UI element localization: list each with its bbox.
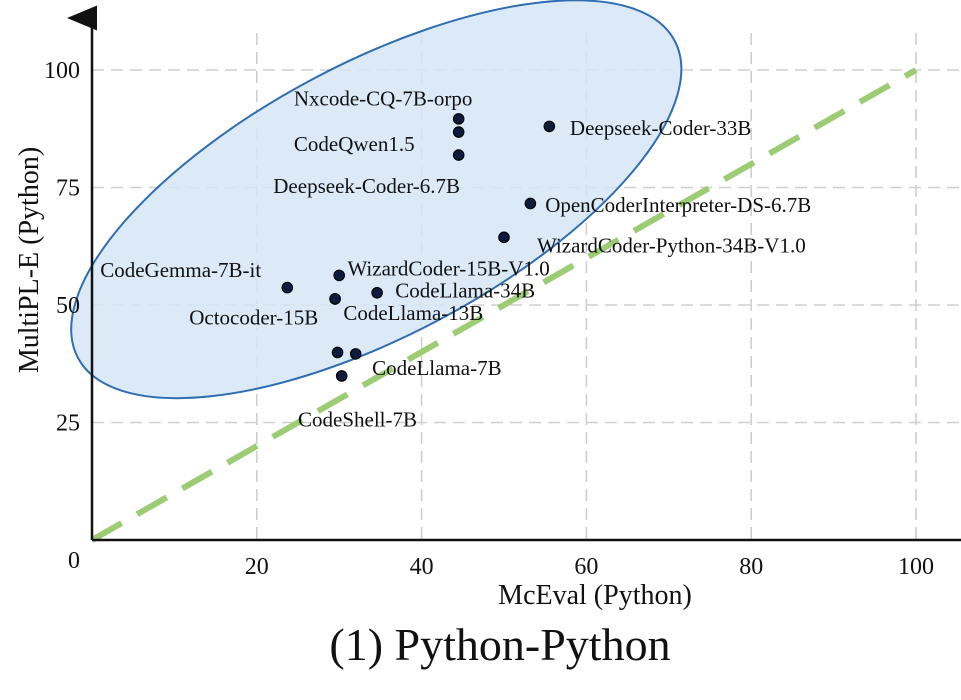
point-label: Octocoder-15B <box>189 305 318 329</box>
y-tick-label-100: 100 <box>44 58 80 84</box>
x-tick-label-100: 100 <box>898 554 934 580</box>
data-point <box>543 120 556 133</box>
point-label: CodeLlama-13B <box>343 301 483 325</box>
origin-label: 0 <box>68 548 80 574</box>
point-label: CodeGemma-7B-it <box>100 258 261 282</box>
x-tick-label-20: 20 <box>245 554 269 580</box>
data-point <box>349 348 362 360</box>
point-label: WizardCoder-Python-34B-V1.0 <box>537 233 806 257</box>
data-point <box>281 281 294 294</box>
highlight-ellipse-group <box>70 0 683 400</box>
data-point <box>452 149 465 161</box>
reference-line-group <box>90 67 918 543</box>
y-tick-labels: 25 50 75 100 <box>44 58 80 437</box>
y-axis-title: MultiPL-E (Python) <box>14 147 45 373</box>
point-label: CodeQwen1.5 <box>294 132 415 156</box>
data-point <box>331 346 344 359</box>
x-tick-label-40: 40 <box>410 554 434 580</box>
x-axis-title: McEval (Python) <box>498 580 692 611</box>
data-points <box>281 113 556 382</box>
axes <box>67 5 961 542</box>
reference-diagonal-line <box>90 67 918 543</box>
point-label: Nxcode-CQ-7B-orpo <box>294 86 472 110</box>
point-label: Deepseek-Coder-33B <box>570 116 752 140</box>
data-point <box>335 370 348 382</box>
x-tick-label-60: 60 <box>574 554 598 580</box>
data-point <box>524 197 537 210</box>
point-label: CodeLlama-34B <box>395 278 535 302</box>
point-label: WizardCoder-15B-V1.0 <box>347 256 549 280</box>
y-tick-label-75: 75 <box>56 176 80 202</box>
y-tick-label-25: 25 <box>56 411 80 437</box>
x-tick-labels: 20 40 60 80 100 <box>245 554 934 580</box>
data-point <box>333 269 345 282</box>
point-labels: Nxcode-CQ-7B-orpo CodeQwen1.5 Deepseek-Cod… <box>100 86 811 431</box>
y-tick-label-50: 50 <box>56 293 80 319</box>
x-tick-label-80: 80 <box>739 554 763 580</box>
point-label: CodeShell-7B <box>298 407 417 431</box>
chart-title: (1) Python-Python <box>329 619 670 670</box>
point-label: Deepseek-Coder-6.7B <box>273 174 460 198</box>
highlight-ellipse <box>70 0 683 400</box>
data-point <box>452 113 465 125</box>
data-point <box>498 231 510 244</box>
point-label: OpenCoderInterpreter-DS-6.7B <box>545 193 811 217</box>
data-point <box>329 293 341 305</box>
point-label: CodeLlama-7B <box>372 356 501 380</box>
data-point <box>371 286 383 299</box>
data-point <box>452 126 465 138</box>
